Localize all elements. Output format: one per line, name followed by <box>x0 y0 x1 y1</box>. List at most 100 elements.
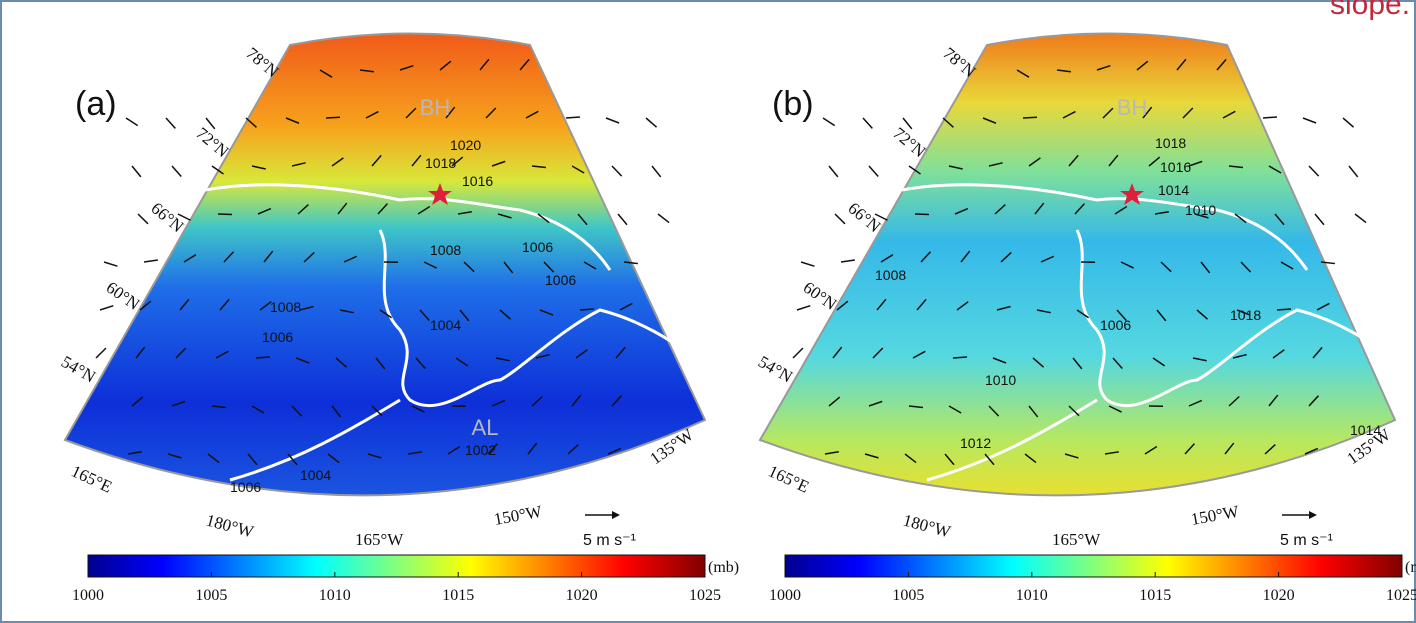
wind-arrow <box>325 116 341 119</box>
wind-arrow <box>864 453 879 459</box>
scale-label: 5 m s⁻¹ <box>1280 532 1333 549</box>
wind-arrow <box>1216 58 1227 71</box>
wind-arrow <box>611 165 623 177</box>
contour-label: 1002 <box>465 442 496 458</box>
wind-arrow <box>1348 165 1359 178</box>
contour-label: 1006 <box>1100 317 1131 333</box>
wind-arrow <box>359 69 374 73</box>
wind-arrow <box>579 308 595 311</box>
wind-arrow <box>1276 308 1292 311</box>
wind-arrow <box>1184 443 1195 455</box>
wind-arrow <box>571 165 585 174</box>
wind-arrow <box>171 400 186 407</box>
wind-arrow <box>451 156 464 167</box>
wind-arrow <box>219 298 230 311</box>
wind-arrow <box>135 346 146 359</box>
wind-arrow <box>217 213 233 216</box>
wind-arrow <box>651 165 662 178</box>
wind-arrow <box>1316 302 1330 311</box>
wind-arrow <box>491 399 506 407</box>
wind-arrow <box>1188 160 1203 167</box>
wind-arrow <box>1262 116 1278 119</box>
wind-arrow <box>1280 261 1294 270</box>
wind-arrow <box>1136 60 1149 71</box>
slope-text: slope. <box>1330 0 1410 21</box>
contour-label: 1016 <box>1160 159 1191 175</box>
wind-arrow <box>337 202 348 215</box>
wind-arrow <box>479 58 490 71</box>
contour-label: 1018 <box>425 155 456 171</box>
panel-label: (b) <box>772 85 814 123</box>
wind-arrow <box>988 162 1003 167</box>
wind-arrow <box>303 251 315 263</box>
wind-arrow <box>335 357 348 368</box>
colorbar-unit: (mb) <box>708 559 739 576</box>
wind-arrow <box>251 405 265 414</box>
wind-arrow <box>577 213 588 226</box>
wind-arrow <box>543 261 555 273</box>
wind-arrow <box>832 346 843 359</box>
wind-arrow <box>942 117 954 128</box>
wind-arrow <box>571 394 582 407</box>
wind-arrow <box>463 261 475 273</box>
wind-arrow <box>1222 110 1236 119</box>
wind-arrow <box>439 60 452 71</box>
wind-arrow <box>455 357 469 367</box>
wind-arrow <box>299 305 314 311</box>
contour-label: 1012 <box>960 435 991 451</box>
wind-arrow <box>1342 117 1355 128</box>
wind-arrow <box>954 207 969 215</box>
wind-arrow <box>259 301 272 311</box>
wind-arrow <box>343 255 358 263</box>
wind-arrow <box>617 213 628 226</box>
wind-arrow <box>95 347 107 359</box>
wind-arrow <box>365 110 379 119</box>
wind-arrow <box>982 117 997 124</box>
wind-arrow <box>499 309 512 320</box>
wind-arrow <box>291 405 303 417</box>
wind-arrow <box>103 261 118 267</box>
wind-arrow <box>872 347 884 359</box>
wind-arrow <box>1148 156 1161 167</box>
wind-arrow <box>862 117 873 129</box>
wind-arrow <box>211 165 224 175</box>
wind-arrow <box>1104 451 1119 455</box>
wind-arrow <box>956 301 969 311</box>
wind-arrow <box>245 117 257 128</box>
wind-arrow <box>1096 64 1111 71</box>
wind-arrow <box>1302 117 1317 124</box>
wind-arrow <box>1108 154 1119 167</box>
contour-label: 1016 <box>462 173 493 189</box>
wind-arrow <box>297 204 309 215</box>
wind-arrow <box>916 298 927 311</box>
wind-arrow <box>611 395 623 407</box>
star <box>428 183 452 205</box>
wind-arrow <box>1234 213 1247 224</box>
wind-arrow <box>828 165 839 178</box>
colorbar-tick-label: 1020 <box>1263 587 1295 604</box>
wind-arrow <box>583 261 597 270</box>
wind-arrow <box>331 405 342 418</box>
panel-label: (a) <box>75 85 117 123</box>
wind-arrow <box>1032 357 1045 368</box>
pressure-center: AL <box>472 415 499 440</box>
wind-arrow <box>445 106 456 119</box>
wind-arrow <box>531 395 543 407</box>
wind-arrow <box>415 357 426 369</box>
wind-arrow <box>1314 213 1325 226</box>
wind-arrow <box>527 442 538 455</box>
wind-arrow <box>251 165 266 170</box>
wind-arrow <box>257 207 272 215</box>
contour-label: 1010 <box>1185 202 1216 218</box>
wind-arrow <box>215 350 229 359</box>
colorbar-tick-label: 1015 <box>442 587 474 604</box>
wind-arrow <box>1114 205 1128 215</box>
contour-label: 1008 <box>430 242 461 258</box>
wind-arrow <box>99 304 114 311</box>
scale-arrowhead <box>1309 511 1317 519</box>
scale-arrowhead <box>612 511 620 519</box>
wind-arrow <box>1268 394 1279 407</box>
scale-label: 5 m s⁻¹ <box>583 532 636 549</box>
wind-arrow <box>207 453 220 464</box>
